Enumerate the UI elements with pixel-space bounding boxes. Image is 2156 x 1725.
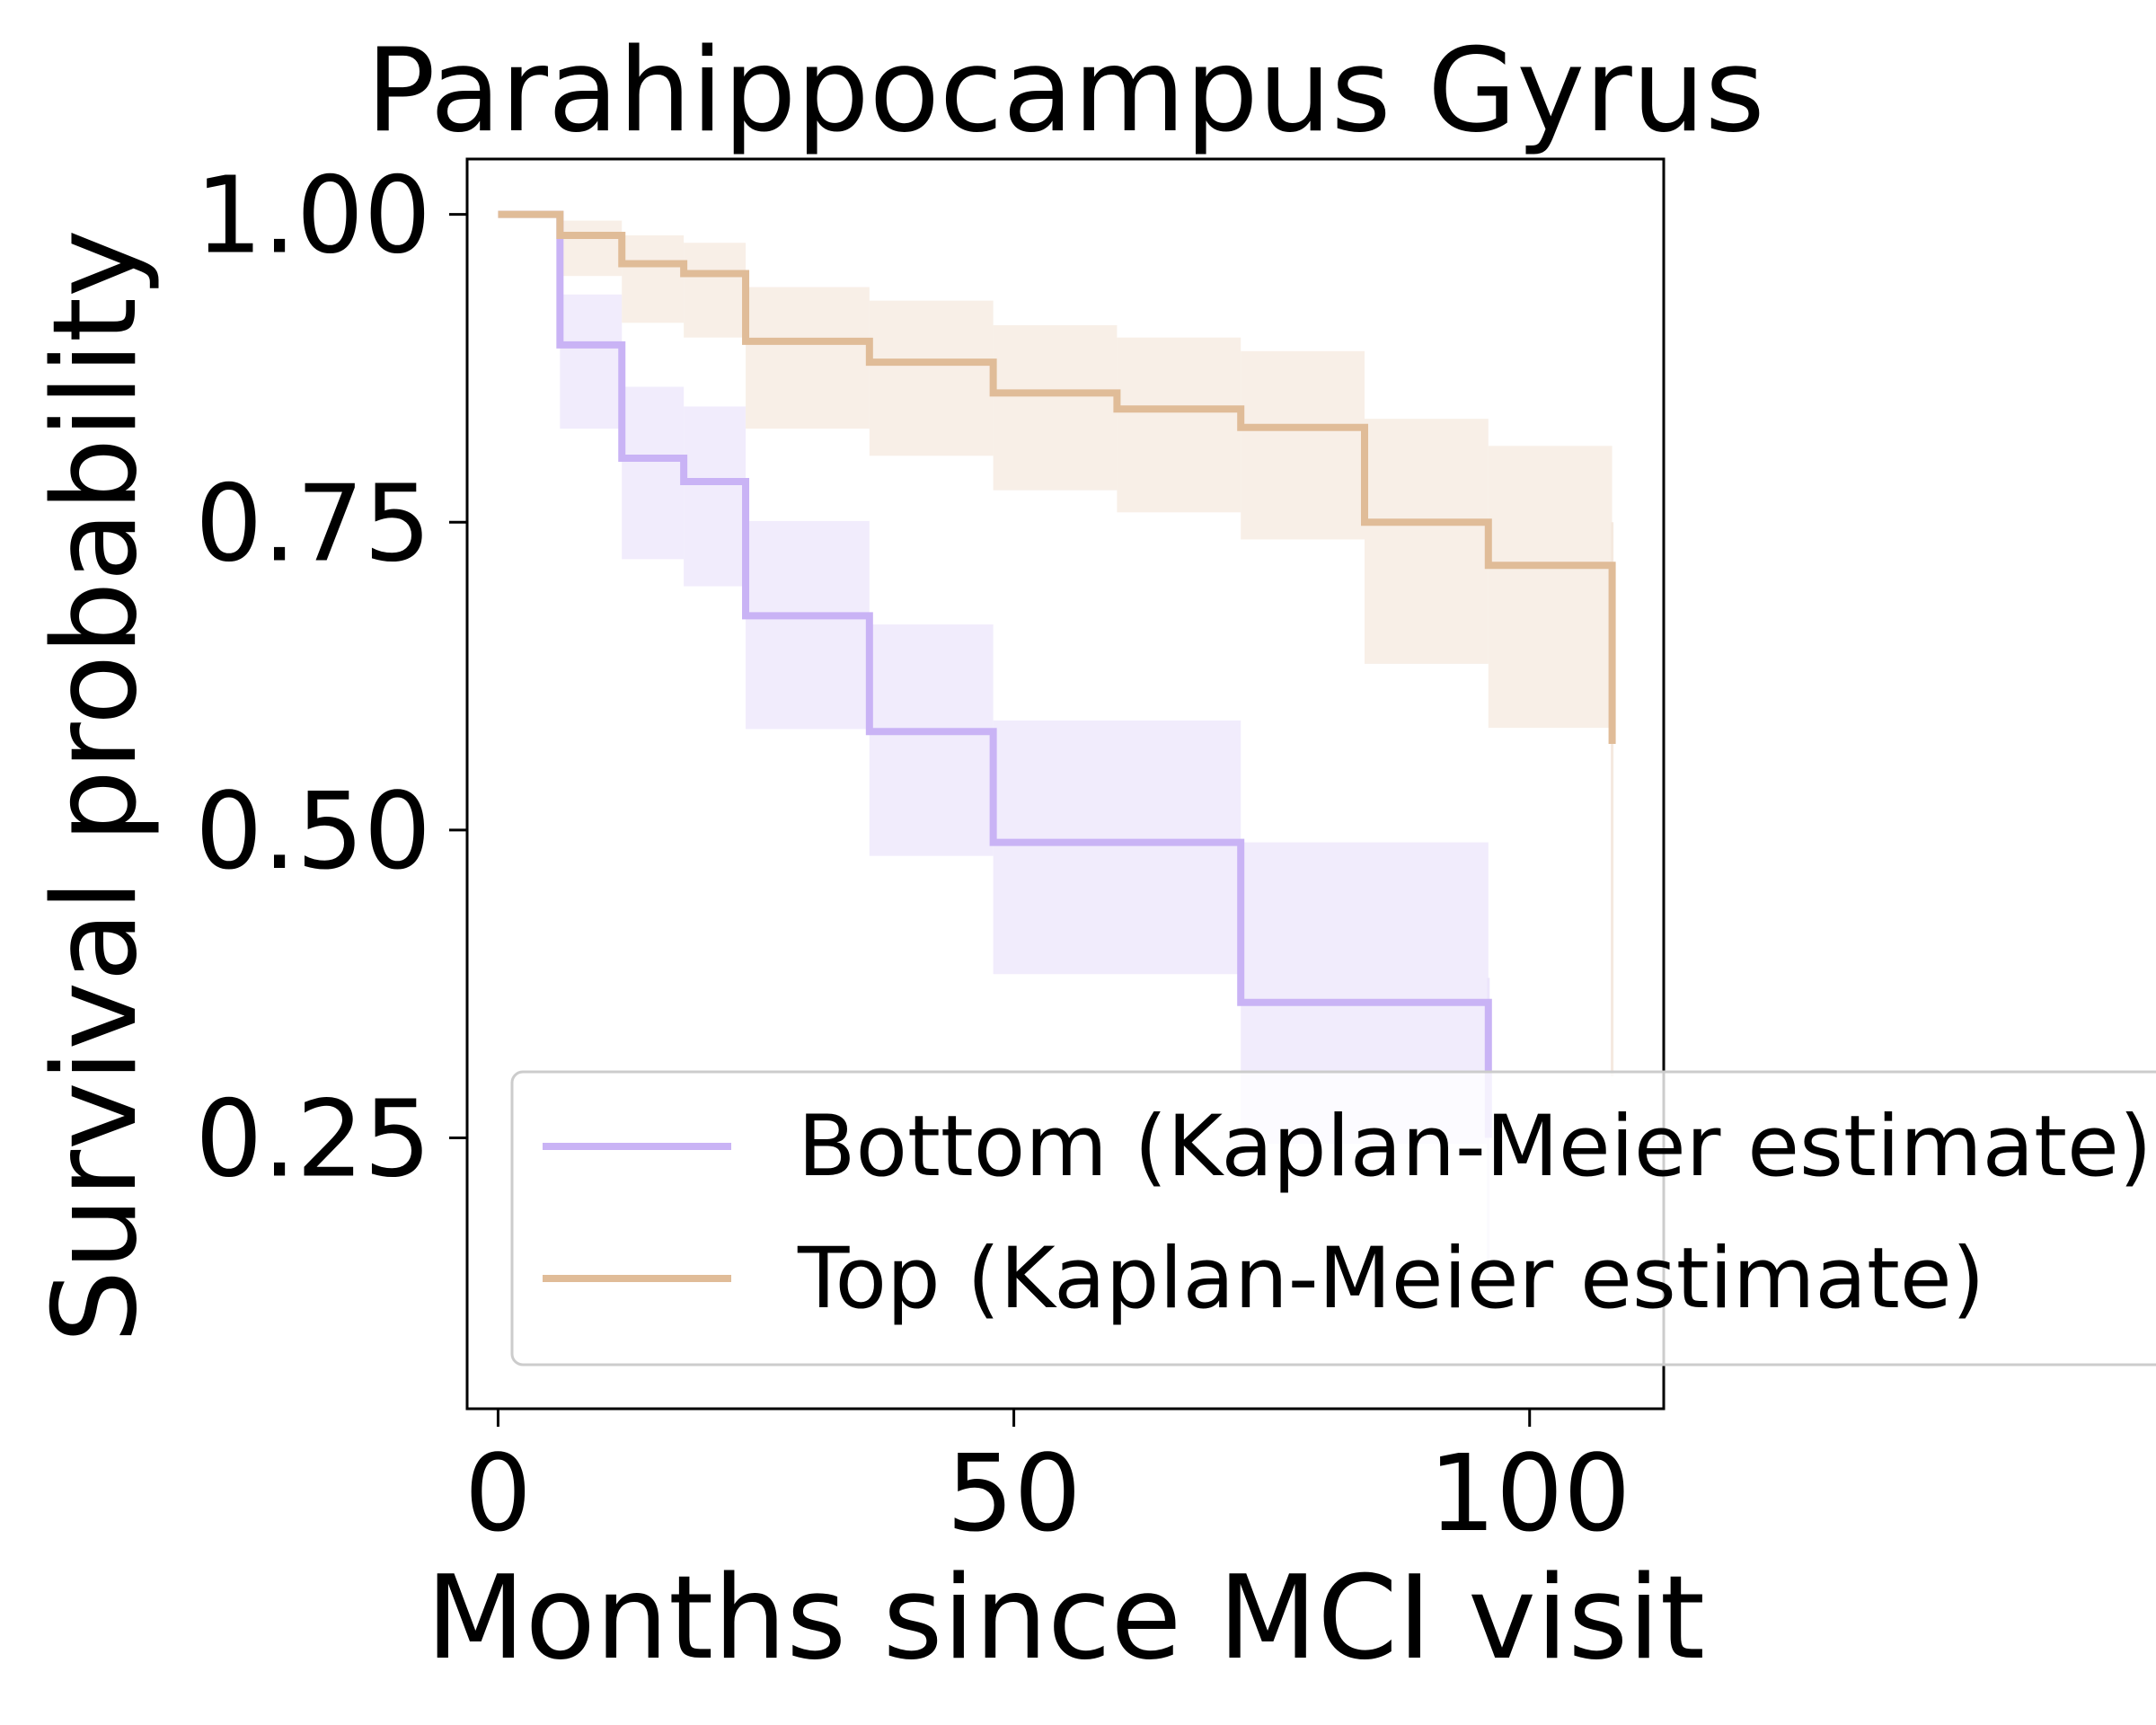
plot-frame [465,157,1666,1411]
legend-label-top: Top (Kaplan-Meier estimate) [797,1230,1984,1328]
x-tick-label-0: 0 [464,1431,532,1555]
y-axis-label: Survival probability [29,229,163,1343]
ci-band-top-7 [1117,337,1241,513]
x-tick-label-1: 50 [947,1431,1082,1555]
ci-band-bottom-4 [746,520,870,730]
ci-band-bottom-2 [622,386,685,560]
ci-band-bottom-6 [993,720,1241,975]
ci-band-top-1 [560,220,623,277]
axes: 0 50 100 0.25 0.50 0.75 1.00 [195,154,1666,1555]
ci-band-bottom-1 [560,294,623,429]
ci-band-top-8 [1241,350,1365,540]
ci-band-top-9 [1365,419,1489,664]
ci-band-top-5 [869,300,994,456]
ci-band-top-2 [622,234,685,323]
ci-band-bottom-3 [684,406,747,587]
ci-band-top-4 [746,287,870,429]
legend-label-bottom: Bottom (Kaplan-Meier estimate) [798,1098,2152,1196]
legend: Bottom (Kaplan-Meier estimate) Top (Kapl… [510,1070,2156,1367]
ci-band-top-6 [993,325,1118,491]
legend-box [510,1070,2156,1367]
survival-line-bottom [498,210,1492,1138]
y-tick-label-2: 0.75 [195,461,431,585]
ci-band-top-3 [684,243,747,338]
ci-band-top-10 [1488,446,1613,729]
y-tick-label-1: 0.50 [195,769,431,893]
x-axis-label: Months since MCI visit [426,1552,1705,1685]
y-tick-label-3: 1.00 [195,154,431,278]
y-tick-label-0: 0.25 [195,1077,431,1201]
ci-band-bottom-5 [869,624,994,856]
series-top [560,220,1614,1076]
survival-line-top [498,210,1616,744]
chart-title: Parahippocampus Gyrus [366,24,1764,158]
x-tick-label-2: 100 [1428,1431,1630,1555]
